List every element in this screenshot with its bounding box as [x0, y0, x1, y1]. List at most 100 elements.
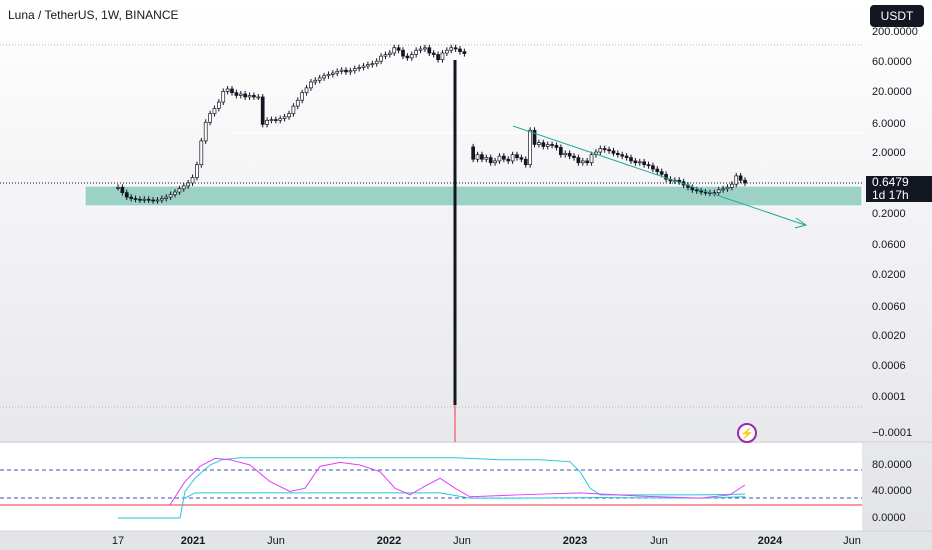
candle-body — [585, 160, 590, 164]
candle-body — [615, 152, 620, 156]
candle-body — [563, 152, 568, 156]
candle-body — [374, 60, 379, 65]
candle-body — [405, 55, 410, 59]
candle-body — [269, 119, 274, 121]
price-tick-label: 60.0000 — [872, 56, 912, 68]
candle-body — [462, 51, 467, 54]
candle-body — [738, 175, 743, 181]
candle-body — [734, 175, 739, 185]
candle-body — [225, 88, 230, 92]
time-tick-label: Jun — [453, 535, 471, 547]
candle-body — [725, 186, 730, 190]
candle-body — [221, 91, 226, 103]
candle-body — [409, 54, 414, 59]
indicator-cyan-series — [118, 457, 746, 519]
candle-body — [357, 67, 362, 69]
candle-body — [436, 54, 440, 61]
candle-body — [550, 144, 554, 146]
price-tick-label: 0.0060 — [872, 301, 906, 313]
candle-body — [427, 47, 432, 54]
candle-body — [414, 49, 419, 55]
candle-body — [142, 198, 147, 201]
candle-body — [444, 49, 449, 54]
candle-body — [607, 149, 611, 152]
candle-body — [620, 154, 625, 157]
candle-body — [458, 48, 462, 52]
candle-body — [348, 70, 353, 73]
candle-body — [195, 164, 199, 178]
candle-body — [155, 199, 160, 202]
indicator-tick-label: 80.0000 — [872, 459, 912, 471]
candle-body — [646, 164, 651, 167]
candle-body — [484, 157, 489, 160]
candle-body — [554, 145, 559, 148]
price-tick-label: 20.0000 — [872, 86, 912, 98]
candle-body — [506, 158, 511, 162]
candle-body — [304, 87, 309, 94]
price-tick-label: 0.0006 — [872, 360, 906, 372]
indicator-cyan-series-2 — [184, 492, 746, 499]
candle-body — [344, 69, 348, 73]
candle-body — [247, 95, 252, 98]
candle-body — [743, 179, 747, 184]
candle-body — [440, 52, 445, 61]
candle-body — [168, 194, 173, 198]
candle-body — [190, 177, 195, 184]
candle-body — [510, 154, 515, 162]
candle-body — [173, 191, 177, 195]
candle-body — [396, 47, 401, 51]
candle-body — [326, 74, 331, 77]
candle-body — [629, 157, 633, 162]
indicator-magenta-series — [169, 457, 746, 506]
candle-body — [576, 157, 581, 164]
candle-body — [159, 198, 164, 201]
time-tick-label: 2022 — [377, 535, 401, 547]
candle-body — [703, 191, 708, 194]
candle-body — [642, 161, 647, 166]
candle-body — [370, 63, 375, 66]
candle-body — [716, 189, 721, 193]
price-tick-label: 0.0600 — [872, 239, 906, 251]
time-tick-label: Jun — [843, 535, 861, 547]
candle-body — [721, 188, 725, 191]
support-zone[interactable] — [84, 185, 863, 207]
candle-body — [475, 154, 480, 160]
candle-body — [133, 198, 138, 200]
candle-body — [313, 79, 318, 83]
candle-body — [655, 168, 660, 172]
time-axis[interactable]: 17 2021 Jun 2022 Jun 2023 Jun 2024 Jun — [112, 535, 861, 547]
lightning-bolt-icon[interactable]: ⚡ — [737, 423, 757, 443]
candle-body — [712, 192, 717, 194]
candle-body — [151, 199, 155, 202]
candle-body — [186, 182, 191, 187]
candle-body — [567, 152, 572, 157]
candle-body — [216, 101, 221, 109]
price-tick-label: 200.0000 — [872, 26, 918, 38]
candle-body — [379, 55, 383, 62]
candle-body — [129, 196, 134, 199]
candle-body — [699, 190, 704, 193]
candle-body — [317, 77, 322, 81]
candle-body — [651, 165, 655, 170]
indicator-axis[interactable]: 80.0000 40.0000 0.0000 — [872, 459, 912, 524]
trendline-arrowhead — [794, 217, 808, 229]
candle-body — [300, 92, 305, 101]
candle-body — [541, 142, 546, 147]
candle-body — [208, 113, 212, 123]
trendline[interactable] — [512, 125, 806, 226]
candles — [116, 44, 747, 204]
price-axis[interactable]: 200.000060.000020.00006.00002.00000.6000… — [872, 26, 918, 439]
chart-title: Luna / TetherUS, 1W, BINANCE — [8, 8, 179, 22]
currency-button[interactable]: USDT — [870, 5, 924, 27]
candle-body — [164, 196, 169, 199]
candle-body — [480, 154, 484, 160]
candle-body — [256, 96, 261, 99]
candle-body — [291, 105, 296, 115]
last-price-badge: 0.6479 1d 17h — [866, 176, 932, 202]
price-tick-label: 0.0020 — [872, 330, 906, 342]
candle-body — [273, 119, 278, 121]
candle-body — [637, 161, 642, 164]
candle-body — [366, 64, 370, 67]
time-tick-label: 2021 — [181, 535, 205, 547]
